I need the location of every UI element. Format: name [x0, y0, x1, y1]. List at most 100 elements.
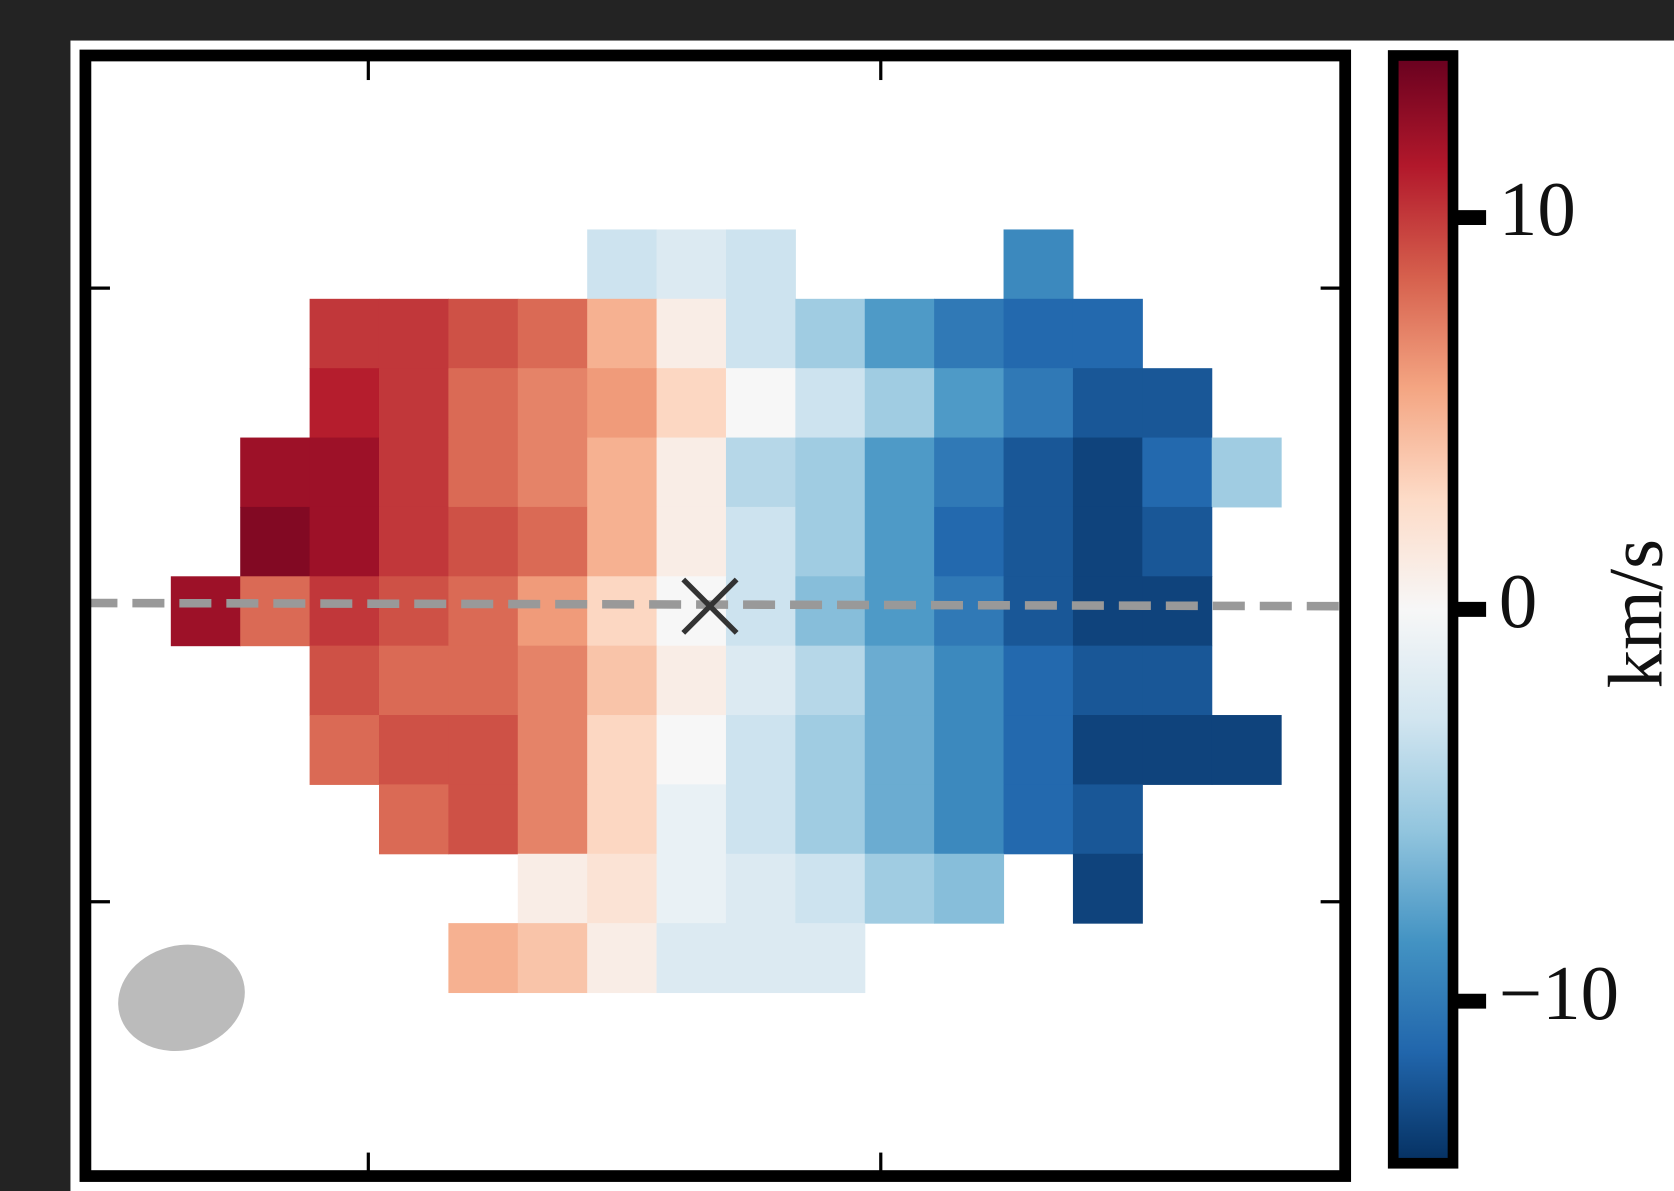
velocity-cell — [240, 576, 311, 647]
velocity-cell — [656, 784, 727, 855]
colorbar — [1387, 50, 1459, 1169]
velocity-cell — [1072, 368, 1143, 439]
velocity-cell — [517, 298, 588, 369]
velocity-cell — [795, 923, 866, 994]
velocity-cell — [309, 506, 380, 577]
velocity-cell — [656, 368, 727, 439]
velocity-cell — [725, 576, 796, 647]
velocity-cell — [1003, 437, 1074, 508]
velocity-cell — [448, 298, 519, 369]
velocity-cell — [517, 715, 588, 785]
velocity-cell — [448, 437, 519, 508]
velocity-cell — [795, 506, 866, 577]
velocity-cell — [587, 645, 658, 716]
velocity-cell — [587, 853, 658, 924]
velocity-cell — [864, 715, 935, 785]
velocity-cell — [240, 437, 311, 508]
velocity-cell — [864, 298, 935, 369]
velocity-cell — [725, 853, 796, 924]
velocity-cell — [725, 506, 796, 577]
center-marker — [681, 577, 739, 635]
velocity-cell — [725, 645, 796, 716]
velocity-cell — [309, 645, 380, 716]
velocity-cell — [1072, 437, 1143, 508]
velocity-cell — [1003, 784, 1074, 855]
velocity-cell — [656, 923, 727, 994]
velocity-cell — [448, 784, 519, 855]
colorbar-label: km/s — [1594, 539, 1674, 688]
velocity-cell — [517, 853, 588, 924]
velocity-cell — [725, 715, 796, 785]
velocity-cell — [934, 437, 1005, 508]
velocity-cell — [1003, 715, 1074, 785]
velocity-cell — [656, 229, 727, 300]
velocity-cell — [725, 368, 796, 439]
velocity-cell — [378, 437, 449, 508]
velocity-cell — [517, 368, 588, 439]
velocity-cell — [309, 437, 380, 508]
velocity-cell — [1072, 784, 1143, 855]
velocity-cell — [725, 437, 796, 508]
velocity-cell — [587, 715, 658, 785]
velocity-cell — [378, 715, 449, 785]
velocity-cell — [934, 576, 1005, 647]
velocity-cell — [587, 229, 658, 300]
velocity-cell — [309, 298, 380, 369]
velocity-cell — [587, 923, 658, 994]
velocity-cell — [725, 784, 796, 855]
colorbar-tick-label: −10 — [1499, 951, 1619, 1036]
velocity-cell — [1142, 715, 1213, 785]
velocity-cell — [864, 853, 935, 924]
velocity-cell — [864, 576, 935, 647]
velocity-cell — [1072, 715, 1143, 785]
velocity-cell — [864, 437, 935, 508]
velocity-cell — [517, 784, 588, 855]
velocity-cell — [725, 923, 796, 994]
beam — [118, 944, 245, 1051]
velocity-cell — [517, 506, 588, 577]
velocity-cell — [587, 506, 658, 577]
velocity-cell — [864, 368, 935, 439]
velocity-cell — [587, 437, 658, 508]
velocity-cell — [517, 576, 588, 647]
velocity-cell — [378, 506, 449, 577]
velocity-cell — [1003, 229, 1074, 300]
velocity-cell — [1003, 576, 1074, 647]
velocity-cell — [1072, 853, 1143, 924]
velocity-cell — [864, 645, 935, 716]
velocity-cell — [448, 923, 519, 994]
velocity-cell — [587, 576, 658, 647]
velocity-cell — [656, 298, 727, 369]
velocity-cell — [1003, 645, 1074, 716]
velocity-cell — [1142, 368, 1213, 439]
velocity-cell — [378, 368, 449, 439]
velocity-cell — [656, 506, 727, 577]
colorbar-tick-label: 0 — [1499, 559, 1537, 644]
velocity-cell — [378, 645, 449, 716]
velocity-cell — [656, 645, 727, 716]
velocity-cell — [378, 784, 449, 855]
velocity-cell — [1142, 506, 1213, 577]
plot-frame — [79, 49, 1352, 1182]
velocity-cell — [934, 715, 1005, 785]
velocity-cell — [934, 784, 1005, 855]
velocity-cell — [517, 923, 588, 994]
axis-ticks — [90, 60, 1340, 1172]
velocity-cell — [1211, 437, 1282, 508]
velocity-cell — [725, 298, 796, 369]
velocity-cell — [1003, 506, 1074, 577]
velocity-cell — [378, 576, 449, 647]
velocity-cell — [170, 576, 241, 647]
velocity-cell — [448, 506, 519, 577]
velocity-cell — [448, 576, 519, 647]
velocity-cell — [934, 853, 1005, 924]
velocity-cell — [864, 506, 935, 577]
velocity-cell — [795, 576, 866, 647]
velocity-cell — [1142, 437, 1213, 508]
velocity-cell — [587, 784, 658, 855]
velocity-cell — [795, 437, 866, 508]
velocity-cell — [864, 784, 935, 855]
velocity-cell — [934, 298, 1005, 369]
